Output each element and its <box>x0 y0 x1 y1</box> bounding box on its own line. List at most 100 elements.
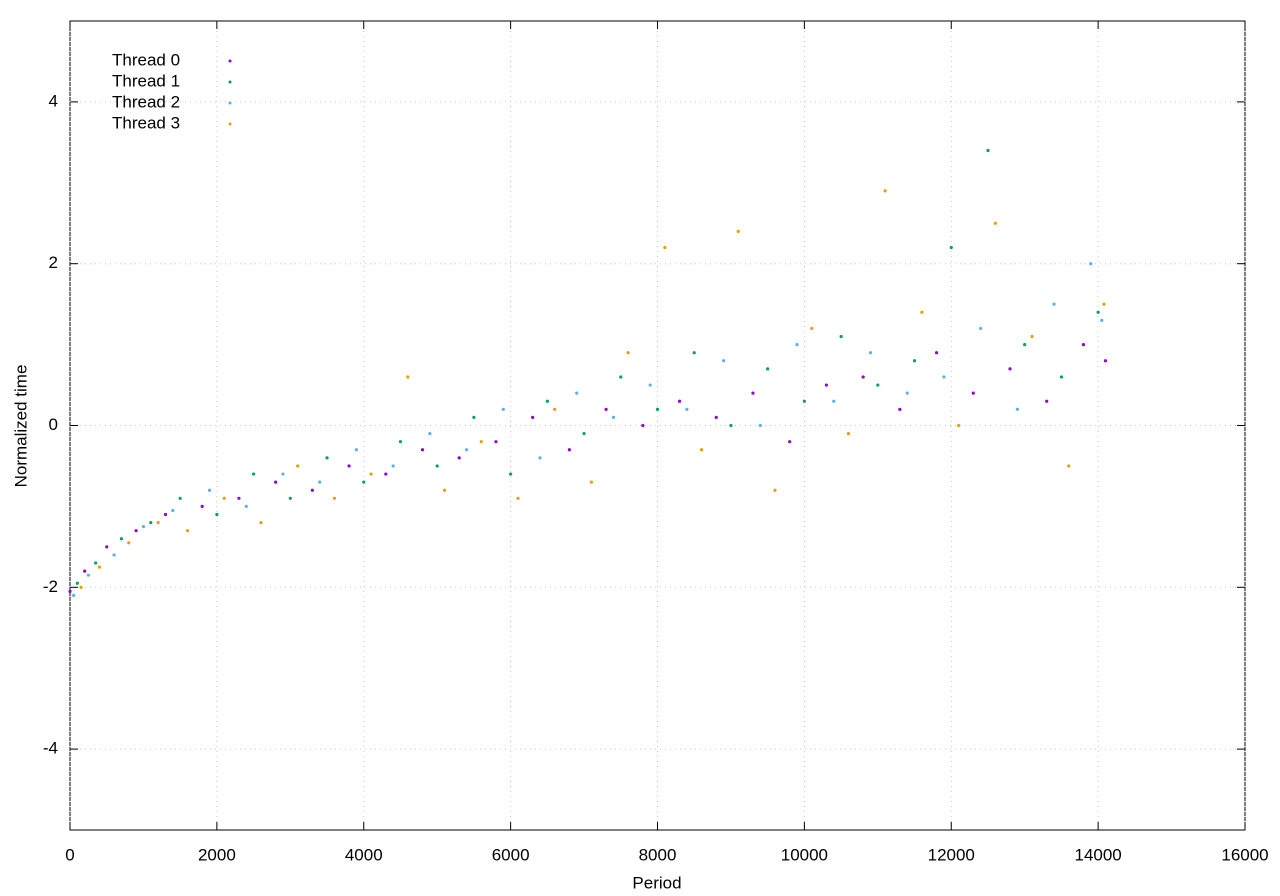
point <box>457 456 461 460</box>
point <box>274 480 278 484</box>
point <box>861 375 865 379</box>
point <box>251 472 256 476</box>
point <box>993 221 997 225</box>
point <box>112 553 116 557</box>
point <box>501 407 505 411</box>
y-tick-label: -4 <box>43 739 58 758</box>
point <box>222 496 226 500</box>
point <box>464 448 469 452</box>
y-tick-label: -2 <box>43 577 58 596</box>
point <box>369 472 373 476</box>
point <box>442 488 447 492</box>
point <box>685 407 689 411</box>
point <box>655 407 660 411</box>
point <box>839 334 843 339</box>
point <box>582 431 586 436</box>
x-tick-label: 6000 <box>492 845 530 864</box>
point <box>905 391 909 395</box>
point <box>127 541 131 545</box>
legend-marker <box>228 122 232 126</box>
point <box>949 245 953 250</box>
point <box>641 423 645 428</box>
point <box>149 520 153 525</box>
point <box>332 496 336 500</box>
point <box>773 488 777 492</box>
point <box>531 415 535 420</box>
legend-label: Thread 1 <box>112 71 180 90</box>
point <box>509 472 513 476</box>
x-axis-label: Period <box>632 873 681 892</box>
x-tick-label: 8000 <box>639 845 677 864</box>
point <box>832 399 836 403</box>
point <box>575 391 579 395</box>
x-tick-label: 2000 <box>198 845 236 864</box>
plot-frame <box>69 20 1246 831</box>
point <box>244 504 248 508</box>
point <box>105 545 109 549</box>
point <box>883 189 887 193</box>
point <box>288 496 292 500</box>
point <box>942 375 946 379</box>
point <box>207 488 212 492</box>
point <box>1102 302 1106 306</box>
point <box>472 415 476 420</box>
point <box>178 496 182 500</box>
point <box>876 383 880 387</box>
point <box>1052 302 1056 306</box>
point <box>479 440 483 444</box>
legend-label: Thread 3 <box>112 113 180 132</box>
point <box>626 351 630 355</box>
point <box>79 585 83 589</box>
point <box>94 561 98 565</box>
point <box>75 581 79 585</box>
point <box>296 464 300 468</box>
point <box>545 399 549 403</box>
point <box>156 520 160 525</box>
point <box>281 472 285 476</box>
point <box>237 496 241 500</box>
y-tick-label: 0 <box>49 415 58 434</box>
point <box>810 326 814 331</box>
point <box>538 456 542 460</box>
point <box>729 423 733 428</box>
point <box>1045 399 1049 403</box>
legend-marker <box>228 101 232 105</box>
point <box>699 448 704 452</box>
point <box>553 407 557 411</box>
point <box>215 512 219 517</box>
point <box>86 573 90 577</box>
point <box>83 569 87 573</box>
point <box>398 440 403 444</box>
point <box>347 464 351 468</box>
point <box>141 525 146 529</box>
point <box>1100 318 1104 322</box>
point <box>802 399 806 403</box>
point <box>736 229 740 233</box>
point <box>1067 464 1071 468</box>
point <box>1103 359 1108 363</box>
point <box>171 508 175 513</box>
point <box>971 391 975 395</box>
point <box>163 512 168 517</box>
point <box>934 351 939 355</box>
point <box>751 391 755 395</box>
point <box>310 488 314 492</box>
point <box>391 464 395 468</box>
point <box>134 529 138 533</box>
point <box>68 589 72 593</box>
point <box>663 245 667 250</box>
x-tick-label: 4000 <box>345 845 383 864</box>
point <box>119 537 124 541</box>
point <box>758 423 762 428</box>
point <box>846 431 851 436</box>
y-axis-label: Normalized time <box>11 365 30 488</box>
point <box>898 407 902 411</box>
point <box>611 415 616 420</box>
legend-marker <box>228 59 232 63</box>
point <box>920 310 924 314</box>
point <box>97 565 101 569</box>
point <box>72 593 76 597</box>
x-tick-label: 0 <box>65 845 74 864</box>
point <box>1015 407 1019 411</box>
